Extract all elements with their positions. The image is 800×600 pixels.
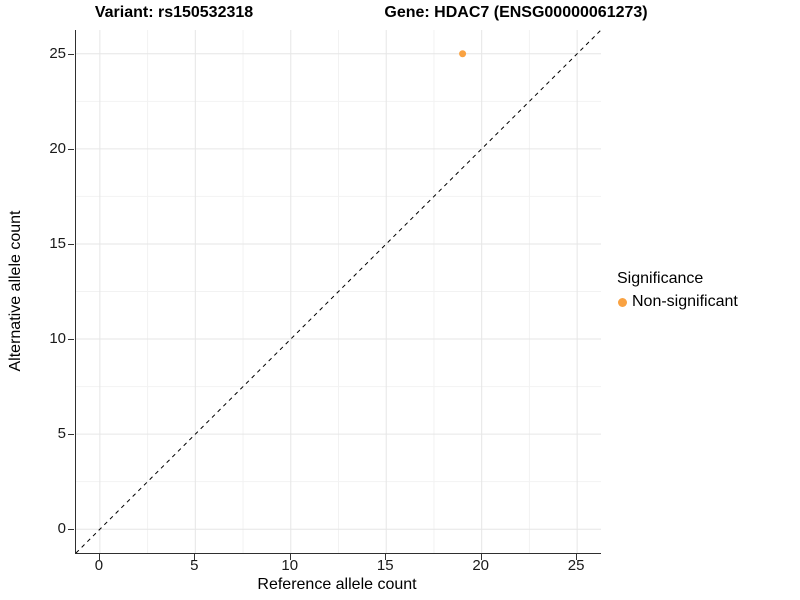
plot-panel xyxy=(75,30,601,554)
y-tick-label: 20 xyxy=(49,139,66,157)
y-tick-mark xyxy=(68,243,74,245)
y-tick-label: 25 xyxy=(49,44,66,62)
x-tick-label: 25 xyxy=(567,557,585,574)
legend-items: Non-significant xyxy=(617,293,738,311)
legend-item: Non-significant xyxy=(617,293,738,311)
x-tick-label: 10 xyxy=(281,557,299,574)
plot-title-gene: Gene: HDAC7 (ENSG00000061273) xyxy=(384,4,648,21)
y-tick-label: 5 xyxy=(57,425,66,443)
data-point xyxy=(459,50,467,58)
plot-title-variant: Variant: rs150532318 xyxy=(94,4,254,21)
scatter-plot xyxy=(76,30,601,553)
x-tick-mark xyxy=(576,554,578,560)
legend-point-icon xyxy=(618,297,627,307)
x-tick-mark xyxy=(98,554,100,560)
x-axis-title: Reference allele count xyxy=(257,576,417,593)
y-tick-mark xyxy=(68,434,74,436)
y-tick-mark xyxy=(68,529,74,531)
x-tick-mark xyxy=(480,554,482,560)
y-tick-label: 10 xyxy=(49,330,66,348)
x-tick-mark xyxy=(289,554,291,560)
identity-dashed-line xyxy=(76,30,601,553)
x-tick-label: 20 xyxy=(472,557,490,574)
legend-title: Significance xyxy=(617,270,704,287)
y-axis-title: Alternative allele count xyxy=(7,210,24,372)
y-tick-mark xyxy=(68,53,74,55)
x-tick-mark xyxy=(194,554,196,560)
y-tick-mark xyxy=(68,339,74,341)
legend-item-label: Non-significant xyxy=(632,293,738,310)
x-tick-label: 15 xyxy=(376,557,394,574)
y-tick-label: 15 xyxy=(49,234,66,252)
x-tick-mark xyxy=(385,554,387,560)
y-tick-label: 0 xyxy=(57,520,66,538)
y-tick-mark xyxy=(68,148,74,150)
x-tick-label: 0 xyxy=(94,557,104,574)
x-tick-label: 5 xyxy=(190,557,199,574)
legend: Significance Non-significant xyxy=(617,270,738,311)
